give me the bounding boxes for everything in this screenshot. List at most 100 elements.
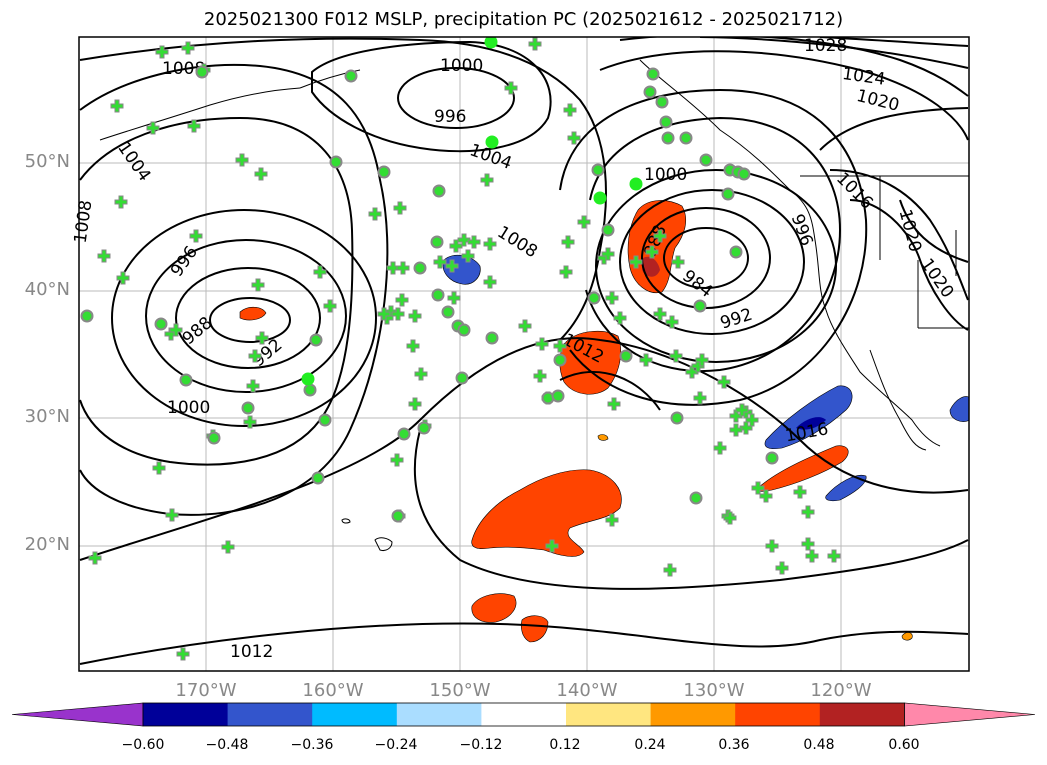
- observation-plus-marker: [447, 291, 461, 305]
- isobar-label: 1000: [167, 398, 210, 418]
- observation-plus-marker: [735, 403, 749, 417]
- isobar-label: 984: [678, 266, 716, 302]
- observation-plus-marker: [414, 367, 428, 381]
- pressure-labels: 1008 1004 1008 996 988 992 1000 1000 996…: [71, 36, 958, 662]
- lat-label-40n: 40°N: [24, 279, 70, 300]
- observation-plus-marker: [152, 461, 166, 475]
- observation-plus-marker: [751, 481, 765, 495]
- observation-plus-marker: [563, 103, 577, 117]
- isobar-label: 1012: [230, 642, 273, 662]
- observation-plus-marker: [88, 551, 102, 565]
- observation-circle-marker: [765, 451, 779, 465]
- isobar-label: 1020: [916, 255, 957, 302]
- observation-plus-marker: [653, 307, 667, 321]
- observation-circle-marker: [587, 291, 601, 305]
- observation-plus-marker: [176, 647, 190, 661]
- observation-circle-marker: [553, 353, 567, 367]
- observation-plus-marker: [391, 307, 405, 321]
- colorbar-segment: [650, 703, 736, 726]
- observation-circle-marker: [591, 163, 605, 177]
- observation-circle-marker: [431, 288, 445, 302]
- isobar-label: 1008: [162, 59, 205, 79]
- gridlines: [79, 37, 969, 671]
- colorbar: [11, 702, 1036, 727]
- observation-plus-marker: [235, 153, 249, 167]
- isobar-label: 1024: [841, 64, 887, 90]
- observation-plus-marker: [313, 265, 327, 279]
- isobar-label: 1000: [644, 165, 687, 185]
- isobar-label: 996: [167, 243, 202, 281]
- observation-plus-marker: [368, 207, 382, 221]
- observation-plus-marker: [745, 413, 759, 427]
- precip-shading: [239, 200, 969, 643]
- observation-plus-marker: [693, 391, 707, 405]
- lon-label-160w: 160°W: [302, 680, 364, 701]
- observation-circle-marker: [485, 331, 499, 345]
- isobar-label: 1000: [440, 56, 483, 76]
- colorbar-extend-low: [11, 702, 144, 727]
- observation-plus-marker: [775, 561, 789, 575]
- observation-plus-marker: [243, 415, 257, 429]
- observation-circle-marker: [417, 421, 431, 435]
- observation-markers: [80, 37, 841, 661]
- observation-plus-marker: [181, 41, 195, 55]
- isobar-label: 1020: [895, 207, 926, 254]
- lat-label-20n: 20°N: [24, 534, 70, 555]
- observation-circle-marker: [195, 65, 209, 79]
- observation-circle-marker: [457, 323, 471, 337]
- observation-plus-marker: [483, 237, 497, 251]
- observation-plus-marker: [146, 121, 160, 135]
- isobar-label: 1020: [854, 86, 901, 116]
- observation-circle-marker: [693, 299, 707, 313]
- observation-plus-marker: [406, 339, 420, 353]
- observation-plus-marker: [155, 45, 169, 59]
- observation-plus-marker: [449, 239, 463, 253]
- observation-circle-marker: [689, 491, 703, 505]
- map-frame: [78, 36, 970, 672]
- lon-label-150w: 150°W: [429, 680, 491, 701]
- colorbar-segment: [819, 703, 905, 726]
- observation-plus-marker: [669, 349, 683, 363]
- observation-circle-marker: [661, 131, 675, 145]
- observation-plus-marker: [445, 259, 459, 273]
- isobar-label: 1008: [494, 222, 541, 262]
- observation-plus-marker: [801, 505, 815, 519]
- observation-circle-marker: [455, 371, 469, 385]
- observation-circle-marker: [593, 191, 607, 205]
- colorbar-outline: [142, 702, 905, 727]
- observation-circle-marker: [318, 413, 332, 427]
- colorbar-tick: 0.48: [803, 737, 835, 753]
- observation-plus-marker: [461, 249, 475, 263]
- colorbar-tick: −0.36: [290, 737, 334, 753]
- observation-plus-marker: [533, 369, 547, 383]
- observation-plus-marker: [114, 195, 128, 209]
- observation-plus-marker: [601, 247, 615, 261]
- observation-circle-marker: [601, 223, 615, 237]
- observation-plus-marker: [189, 229, 203, 243]
- lon-label-170w: 170°W: [175, 680, 237, 701]
- isobars: [79, 37, 969, 665]
- observation-plus-marker: [467, 235, 481, 249]
- colorbar-segment: [143, 703, 229, 726]
- observation-plus-marker: [827, 549, 841, 563]
- colorbar-segment: [735, 703, 821, 726]
- observation-circle-marker: [441, 305, 455, 319]
- observation-circle-marker: [207, 431, 221, 445]
- observation-plus-marker: [629, 255, 643, 269]
- colorbar-segment: [481, 703, 567, 726]
- isobar-label: 992: [718, 305, 755, 334]
- lon-label-140w: 140°W: [556, 680, 618, 701]
- observation-circle-marker: [344, 69, 358, 83]
- observation-circle-marker: [303, 383, 317, 397]
- observation-plus-marker: [685, 365, 699, 379]
- observation-plus-marker: [605, 513, 619, 527]
- observation-circle-marker: [329, 155, 343, 169]
- observation-circle-marker: [485, 135, 499, 149]
- observation-plus-marker: [765, 539, 779, 553]
- isobar-label: 1004: [113, 138, 154, 185]
- colorbar-tick: 0.12: [549, 737, 581, 753]
- observation-plus-marker: [695, 353, 709, 367]
- observation-circle-marker: [154, 317, 168, 331]
- observation-circle-marker: [643, 85, 657, 99]
- observation-plus-marker: [717, 375, 731, 389]
